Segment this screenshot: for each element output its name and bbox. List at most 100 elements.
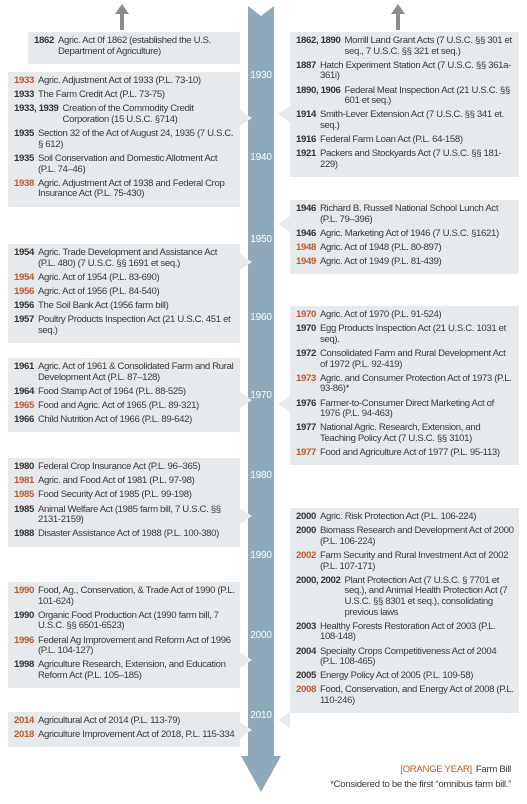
law-year: 1956 <box>14 300 34 312</box>
law-text: Agric. Adjustment Act of 1933 (P.L. 73-1… <box>37 75 201 86</box>
law-entry: 2003 Healthy Forests Restoration Act of 2… <box>296 620 514 643</box>
law-entry: 1921 Packers and Stockyards Act (7 U.S.C.… <box>296 148 514 170</box>
law-year: 2003 <box>296 620 316 632</box>
law-text: Agric. Marketing Act of 1946 (7 U.S.C. §… <box>319 227 499 239</box>
law-entry: 1949 Agric. Act of 1949 (P.L. 81-439) <box>296 257 514 268</box>
law-text: Richard B. Russell National School Lunch… <box>319 203 499 225</box>
law-entry: 1988 Disaster Assistance Act of 1988 (P.L… <box>14 529 235 540</box>
law-entry: 1996 Federal Ag Improvement and Reform Ac… <box>14 634 235 657</box>
law-entry: 1933, 1939 Creation of the Commodity Cred… <box>14 104 235 125</box>
footnote: *Considered to be the first “omnibus far… <box>330 779 511 790</box>
law-year: 1916 <box>296 134 316 146</box>
law-entry: 1972 Consolidated Farm and Rural Developm… <box>296 347 514 370</box>
law-entry: 2000 Biomass Research and Development Act… <box>296 525 514 547</box>
law-year: 1935 <box>14 128 34 140</box>
law-entry: 1948 Agric. Act of 1948 (P.L. 80-897) <box>296 241 514 254</box>
law-text: Federal Farm Loan Act (P.L. 64-158) <box>319 134 463 146</box>
law-text: Packers and Stockyards Act (7 U.S.C. §§ … <box>319 148 502 170</box>
law-text: Morrill Land Grant Acts (7 U.S.C. §§ 301… <box>344 35 513 57</box>
law-entry: 1998 Agriculture Research, Extension, and… <box>14 659 235 681</box>
law-entry: 1946 Agric. Marketing Act of 1946 (7 U.S.… <box>296 227 514 240</box>
law-year: 2000 <box>296 511 316 522</box>
law-entry: 1980 Federal Crop Insurance Act (P.L. 96–… <box>14 461 235 473</box>
law-entry: 2018 Agriculture Improvement Act of 2018,… <box>14 730 235 741</box>
law-entry: 1970 Agric. Act of 1970 (P.L. 91-524) <box>296 309 514 321</box>
law-year: 2000 <box>296 525 316 537</box>
law-entry: 1914 Smith-Lever Extension Act (7 U.S.C. … <box>296 109 514 131</box>
law-year: 1970 <box>296 323 316 335</box>
law-entry: 1916 Federal Farm Loan Act (P.L. 64-158) <box>296 135 514 146</box>
law-entry: 1977 Food and Agriculture Act of 1977 (P.… <box>296 447 514 459</box>
law-entry: 2000 Agric. Risk Protection Act (P.L. 106… <box>296 511 514 523</box>
law-entry: 1961 Agric. Act of 1961 & Consolidated Fa… <box>14 361 235 383</box>
law-box: 1954 Agric. Trade Development and Assista… <box>8 244 240 344</box>
law-text: Smith-Lever Extension Act (7 U.S.C. §§ 3… <box>319 109 504 131</box>
law-text: Agricultural Act of 2014 (P.L. 113-79) <box>37 715 181 726</box>
law-text: Farmer-to-Consumer Direct Marketing Act … <box>319 397 494 420</box>
law-entry: 1970 Egg Products Inspection Act (21 U.S.… <box>296 323 514 345</box>
law-box: 2014 Agricultural Act of 2014 (P.L. 113-7… <box>8 712 240 748</box>
law-entry: 1966 Child Nutrition Act of 1966 (P.L. 89… <box>14 415 235 426</box>
law-year: 1954 <box>14 247 34 258</box>
law-entry: 1964 Food Stamp Act of 1964 (P.L. 88-525) <box>14 385 235 398</box>
law-entry: 1985 Food Security Act of 1985 (P.L. 99-1… <box>14 490 235 501</box>
law-text: Creation of the Commodity Credit Corpora… <box>62 103 195 125</box>
law-text: Federal Meat Inspection Act (21 U.S.C. §… <box>344 84 511 107</box>
law-text: Food Stamp Act of 1964 (P.L. 88-525) <box>37 385 186 397</box>
law-box: 1946 Richard B. Russell National School L… <box>290 200 519 275</box>
law-entry: 1890, 1906 Federal Meat Inspection Act (2… <box>296 84 514 107</box>
law-text: Agric. Trade Development and Assistance … <box>37 247 218 269</box>
law-year: 1973 <box>296 372 316 384</box>
law-year: 2004 <box>296 645 316 657</box>
law-year: 1862, 1890 <box>296 35 341 46</box>
law-year: 2000, 2002 <box>296 574 341 586</box>
law-entry: 1954 Agric. Act of 1954 (P.L. 83-690) <box>14 271 235 284</box>
law-text: The Soil Bank Act (1956 farm bill) <box>37 300 169 312</box>
law-year: 1914 <box>296 109 316 121</box>
law-box: 1862, 1890 Morrill Land Grant Acts (7 U.S… <box>290 32 519 178</box>
law-year: 2005 <box>296 670 316 682</box>
law-year: 1890, 1906 <box>296 84 341 96</box>
decade-label: 1970 <box>250 390 272 401</box>
law-entry: 1957 Poultry Products Inspection Act (21 … <box>14 314 235 336</box>
law-text: Poultry Products Inspection Act (21 U.S.… <box>37 314 231 336</box>
law-box: 1961 Agric. Act of 1961 & Consolidated Fa… <box>8 358 240 433</box>
decade-label: 2010 <box>250 710 272 721</box>
law-text: Animal Welfare Act (1985 farm bill, 7 U.… <box>37 503 221 526</box>
law-text: Federal Ag Improvement and Reform Act of… <box>37 634 231 657</box>
law-year: 1948 <box>296 241 316 253</box>
law-text: Food and Agriculture Act of 1977 (P.L. 9… <box>319 447 500 459</box>
law-entry: 2002 Farm Security and Rural Investment A… <box>296 549 514 572</box>
decade-label: 1950 <box>250 234 272 245</box>
law-year: 1946 <box>296 203 316 214</box>
law-year: 1935 <box>14 152 34 164</box>
law-year: 2008 <box>296 684 316 696</box>
law-entry: 1977 National Agric. Research, Extension,… <box>296 422 514 444</box>
decade-label: 1940 <box>250 152 272 163</box>
law-year: 1998 <box>14 659 34 671</box>
decade-label: 2000 <box>250 630 272 641</box>
legend-key: [ORANGE YEAR] <box>400 764 472 775</box>
law-year: 1972 <box>296 347 316 359</box>
law-entry: 2004 Specialty Crops Competitiveness Act … <box>296 645 514 668</box>
law-text: Food, Conservation, and Energy Act of 20… <box>319 684 514 707</box>
law-text: Agric. Act of 1954 (P.L. 83-690) <box>37 271 160 283</box>
law-entry: 1887 Hatch Experiment Station Act (7 U.S.… <box>296 60 514 82</box>
law-year: 2002 <box>296 549 316 561</box>
law-year: 2018 <box>14 729 34 741</box>
law-year: 1938 <box>14 177 34 189</box>
law-year: 1981 <box>14 475 34 487</box>
law-text: Agric. Act of 1956 (P.L. 84-540) <box>37 285 160 297</box>
law-year: 1954 <box>14 271 34 283</box>
law-year: 1957 <box>14 314 34 326</box>
law-text: Soil Conservation and Domestic Allotment… <box>37 152 218 175</box>
law-text: Disaster Assistance Act of 1988 (P.L. 10… <box>37 528 219 540</box>
law-year: 1965 <box>14 399 34 411</box>
law-year: 1946 <box>296 227 316 239</box>
law-entry: 1965 Food and Agric. Act of 1965 (P.L. 89… <box>14 399 235 412</box>
law-entry: 2008 Food, Conservation, and Energy Act o… <box>296 685 514 706</box>
decade-label: 1980 <box>250 470 272 481</box>
law-entry: 1981 Agric. and Food Act of 1981 (P.L. 97… <box>14 476 235 487</box>
law-text: Child Nutrition Act of 1966 (P.L. 89-642… <box>37 414 192 426</box>
